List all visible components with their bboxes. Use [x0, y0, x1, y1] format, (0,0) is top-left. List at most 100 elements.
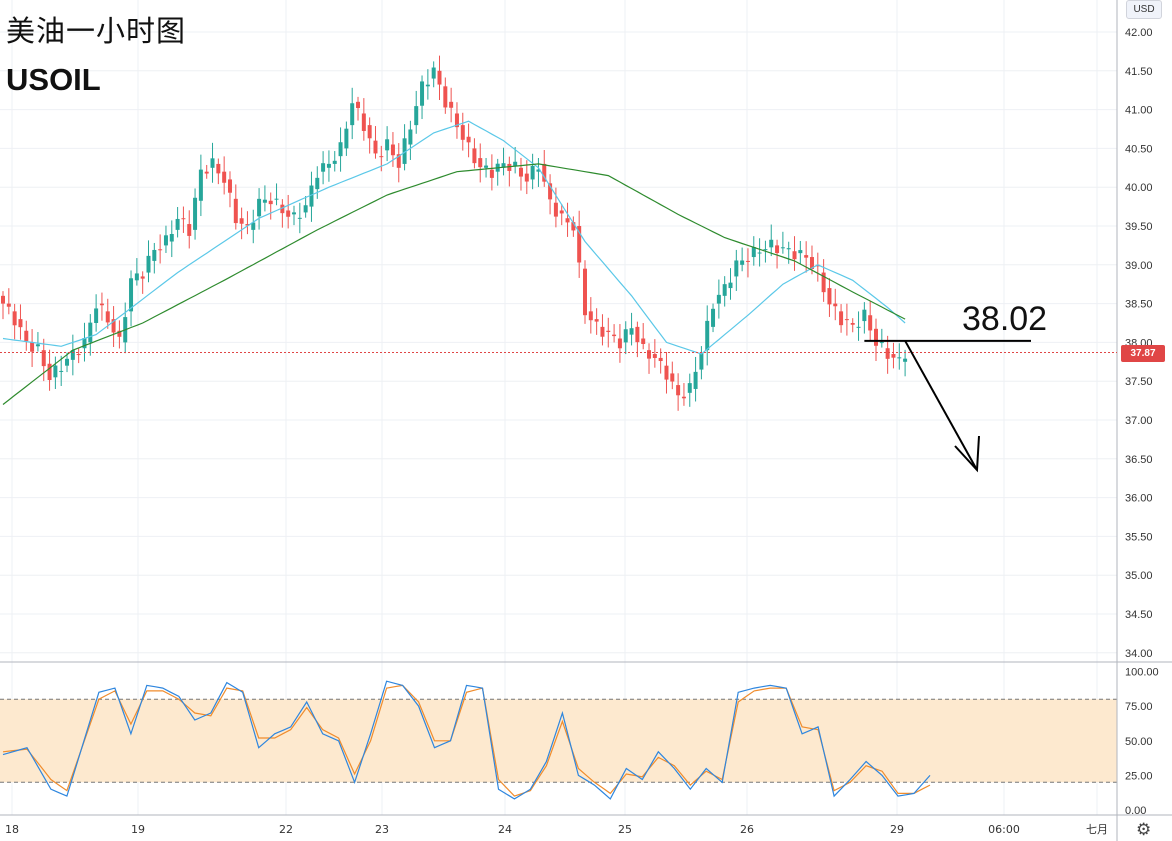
candle-body	[489, 169, 494, 178]
time-tick-label: 七月	[1086, 823, 1108, 836]
price-tick-label: 34.00	[1125, 648, 1153, 660]
candle-body	[326, 163, 331, 168]
candle-body	[862, 309, 867, 322]
candle-body	[361, 113, 366, 131]
gear-icon[interactable]: ⚙	[1136, 820, 1152, 840]
candle-body	[757, 252, 762, 254]
candle-body	[286, 210, 291, 217]
candle-body	[583, 268, 587, 316]
candle-body	[117, 330, 122, 337]
price-tick-label: 37.00	[1125, 415, 1153, 427]
candle-body	[769, 239, 774, 248]
candle-body	[705, 320, 710, 351]
candle-body	[297, 217, 302, 219]
candle-body	[821, 272, 826, 293]
candle-body	[874, 328, 878, 346]
candle-body	[134, 273, 139, 281]
candle-body	[693, 371, 698, 389]
candle-body	[536, 169, 541, 172]
candle-body	[408, 129, 413, 145]
candle-body	[140, 276, 145, 279]
candle-body	[571, 222, 576, 231]
candle-body	[664, 365, 669, 380]
candle-body	[600, 326, 605, 337]
candle-body	[210, 158, 215, 168]
candle-body	[420, 81, 425, 106]
candle-body	[367, 125, 372, 139]
candle-body	[35, 344, 40, 347]
candle-body	[454, 113, 459, 128]
candle-body	[681, 396, 686, 399]
price-tick-label: 39.50	[1125, 221, 1153, 233]
price-tick-label: 36.00	[1125, 493, 1153, 505]
candle-body	[559, 210, 564, 214]
candle-body	[356, 101, 361, 109]
candle-body	[12, 311, 17, 326]
candle-body	[292, 212, 296, 215]
candle-body	[792, 251, 797, 260]
candle-body	[396, 154, 401, 168]
candle-body	[437, 70, 442, 85]
candle-body	[390, 144, 395, 156]
candle-body	[716, 294, 721, 304]
candle-body	[518, 167, 523, 177]
candle-body	[513, 161, 518, 166]
candle-body	[606, 330, 611, 333]
price-tick-label: 39.00	[1125, 260, 1153, 272]
candle-body	[885, 348, 890, 359]
candle-body	[478, 158, 483, 168]
candle-body	[617, 338, 622, 349]
fast-ma-line	[2, 120, 906, 355]
oscillator-band	[0, 699, 1117, 783]
candle-body	[175, 218, 180, 230]
candle-body	[198, 169, 203, 201]
candle-body	[169, 234, 174, 242]
candle-body	[745, 260, 750, 262]
candle-body	[1, 295, 5, 304]
candle-body	[146, 255, 151, 273]
candle-body	[641, 338, 646, 344]
candle-body	[82, 338, 87, 349]
candle-body	[158, 249, 163, 251]
candle-body	[24, 330, 29, 342]
candle-body	[635, 326, 640, 343]
candle-body	[501, 163, 506, 168]
candle-body	[530, 165, 535, 180]
candle-body	[879, 342, 884, 344]
down-arrow-line	[904, 340, 978, 471]
oscillator-tick-label: 25.00	[1125, 770, 1153, 782]
time-tick-label: 29	[890, 823, 904, 836]
candle-body	[76, 354, 81, 356]
candle-body	[786, 248, 791, 250]
candle-body	[425, 84, 430, 87]
last-price-tag: 37.87	[1121, 345, 1165, 362]
candle-body	[728, 282, 733, 289]
candle-body	[315, 177, 320, 190]
currency-badge[interactable]: USD	[1126, 0, 1162, 19]
candle-body	[6, 303, 11, 307]
time-tick-label: 18	[5, 823, 19, 836]
candle-body	[280, 204, 285, 214]
price-tick-label: 35.50	[1125, 531, 1153, 543]
resistance-level-label: 38.02	[962, 300, 1048, 338]
candle-body	[245, 224, 250, 226]
candle-body	[99, 303, 104, 306]
candle-body	[309, 185, 314, 207]
candle-body	[204, 171, 209, 174]
price-tick-label: 42.00	[1125, 27, 1153, 39]
candle-body	[105, 311, 110, 323]
candle-body	[41, 350, 46, 367]
candle-body	[734, 260, 739, 277]
candle-body	[897, 357, 902, 359]
candle-body	[216, 163, 221, 174]
slow-ma-line	[2, 163, 906, 405]
candle-body	[740, 260, 745, 265]
candle-body	[891, 354, 896, 358]
candle-body	[65, 358, 70, 366]
candle-body	[629, 328, 634, 335]
candle-body	[53, 365, 58, 378]
candle-body	[524, 173, 529, 182]
candle-body	[647, 350, 652, 359]
candle-body	[262, 199, 267, 203]
